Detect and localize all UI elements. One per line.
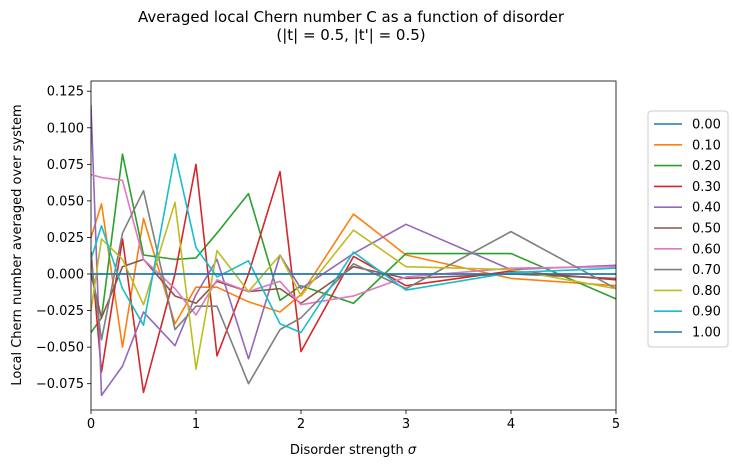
x-tick-label: 2 (297, 417, 305, 432)
series-line-0.80 (91, 201, 616, 370)
legend-label-0.40: 0.40 (692, 201, 721, 216)
series-line-0.20 (91, 153, 616, 334)
legend-label-0.10: 0.10 (692, 138, 721, 153)
series-line-0.90 (91, 153, 616, 334)
y-tick-label: 0.075 (47, 158, 84, 173)
x-axis-label: Disorder strength σ (290, 443, 417, 458)
legend-label-0.80: 0.80 (692, 284, 721, 299)
chart-title: Averaged local Chern number C as a funct… (138, 8, 565, 26)
x-tick-label: 4 (507, 417, 515, 432)
x-tick-label: 0 (87, 417, 95, 432)
x-axis: 0 1 2 3 4 5 (87, 410, 620, 432)
series-line-0.40 (91, 105, 616, 397)
legend-label-0.60: 0.60 (692, 242, 721, 257)
legend-label-0.00: 0.00 (692, 118, 721, 133)
y-tick-label: 0.000 (47, 268, 84, 283)
x-tick-label: 3 (402, 417, 410, 432)
x-tick-label: 1 (192, 417, 200, 432)
y-tick-label: 0.125 (47, 85, 84, 100)
y-tick-label: −0.075 (36, 377, 84, 392)
legend-label-0.50: 0.50 (692, 222, 721, 237)
legend-label-0.20: 0.20 (692, 159, 721, 174)
x-tick-label: 5 (612, 417, 620, 432)
legend-label-1.00: 1.00 (692, 326, 721, 341)
series-line-0.60 (91, 173, 616, 316)
legend-frame (647, 110, 729, 348)
series-line-0.10 (91, 203, 616, 348)
y-tick-label: 0.050 (47, 194, 84, 209)
legend: 0.00 0.10 0.20 0.30 0.40 0.50 0.60 0.70 0.80 0.90… (647, 110, 729, 348)
chart-subtitle: (|t| = 0.5, |t'| = 0.5) (276, 26, 425, 44)
x-axis-label-symbol: σ (408, 443, 417, 458)
x-axis-label-text: Disorder strength (290, 443, 408, 458)
plot-frame (90, 80, 617, 411)
plot-area (91, 105, 616, 397)
legend-label-0.90: 0.90 (692, 305, 721, 320)
y-tick-label: −0.025 (36, 304, 84, 319)
y-tick-label: 0.100 (47, 121, 84, 136)
y-tick-label: −0.050 (36, 341, 84, 356)
legend-label-0.30: 0.30 (692, 180, 721, 195)
legend-label-0.70: 0.70 (692, 263, 721, 278)
y-axis: −0.075 −0.050 −0.025 0.000 0.025 0.050 0.075 0.… (36, 85, 91, 392)
y-axis-label: Local Chern number averaged over system (10, 104, 25, 385)
series-line-0.30 (91, 163, 616, 394)
y-tick-label: 0.025 (47, 231, 84, 246)
